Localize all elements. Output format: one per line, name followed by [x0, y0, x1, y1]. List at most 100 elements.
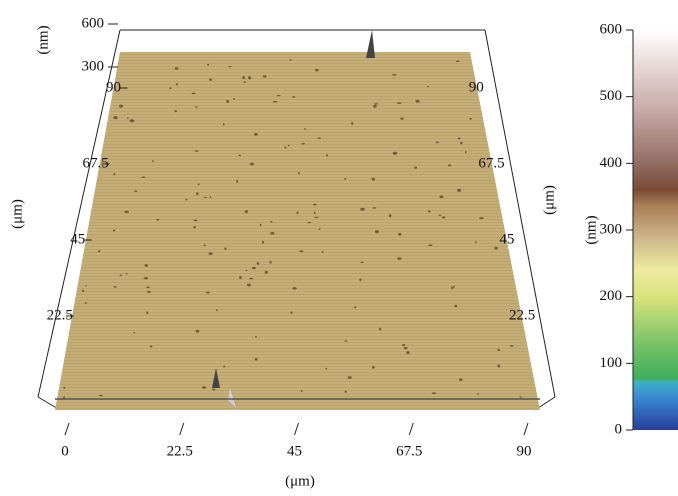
speck: [456, 60, 460, 62]
speck: [174, 110, 176, 112]
speck: [351, 122, 353, 125]
speck: [344, 391, 347, 393]
speck: [375, 230, 379, 233]
speck: [130, 119, 135, 122]
x-tick-label: 22.5: [167, 443, 193, 459]
speck: [146, 287, 150, 289]
speck: [397, 102, 401, 104]
speck: [226, 100, 229, 103]
speck: [216, 309, 218, 311]
speck: [133, 332, 135, 333]
speck: [392, 74, 397, 75]
speck: [397, 257, 402, 260]
x-tick: [524, 423, 528, 435]
colorbar: [633, 30, 678, 430]
speck: [127, 118, 129, 119]
speck: [209, 78, 212, 80]
speck: [319, 228, 321, 230]
speck: [402, 344, 405, 346]
speck: [113, 116, 117, 119]
speck: [144, 264, 148, 267]
speck: [260, 224, 262, 227]
speck: [147, 291, 150, 293]
y-tick-label-right: 22.5: [509, 307, 535, 323]
speck: [85, 285, 87, 287]
speck: [415, 100, 419, 103]
speck: [270, 260, 272, 263]
speck: [244, 81, 246, 83]
z-tick-label: 300: [82, 58, 105, 74]
speck: [113, 286, 116, 288]
speck: [277, 95, 281, 96]
speck: [126, 273, 128, 275]
colorbar-tick-label: 600: [600, 21, 623, 37]
colorbar-tick-label: 400: [600, 155, 623, 171]
speck: [99, 395, 103, 396]
speck: [273, 101, 278, 103]
speck: [428, 210, 431, 212]
speck: [348, 376, 352, 379]
y-tick-label-right: 67.5: [478, 155, 504, 171]
colorbar-tick-label: 0: [615, 421, 623, 437]
speck: [406, 351, 409, 354]
speck: [479, 217, 483, 219]
speck: [252, 267, 256, 270]
speck: [248, 76, 251, 79]
speck: [193, 226, 196, 228]
speck: [322, 251, 324, 253]
speck: [427, 86, 429, 87]
speck: [374, 103, 378, 104]
speck: [239, 276, 242, 279]
speck: [404, 347, 408, 349]
speck: [326, 154, 328, 157]
colorbar-label: (nm): [583, 215, 599, 244]
speck: [270, 232, 274, 235]
colorbar-tick-label: 200: [600, 288, 623, 304]
speck: [298, 172, 300, 174]
speck: [315, 69, 319, 72]
speck: [317, 137, 321, 138]
y-tick-label-right: 45: [499, 231, 514, 247]
speck: [195, 106, 198, 107]
speck: [460, 142, 462, 145]
speck: [372, 366, 375, 369]
speck: [134, 190, 137, 192]
x-tick-label: 0: [61, 443, 69, 459]
speck: [176, 83, 178, 85]
speck: [263, 75, 267, 77]
speck: [313, 204, 317, 206]
speck: [242, 76, 245, 79]
speck: [477, 393, 479, 395]
speck: [233, 98, 235, 100]
speck: [288, 145, 290, 146]
speck: [223, 123, 225, 125]
speck: [379, 328, 381, 331]
speck: [360, 208, 365, 211]
speck: [82, 290, 84, 292]
x-tick-label: 90: [517, 443, 532, 459]
chart: (μm) (μm) (μm) (nm) (nm) 022.54567.59022…: [0, 0, 678, 496]
speck: [209, 252, 213, 255]
speck: [314, 211, 316, 214]
speck: [193, 220, 197, 222]
speck: [119, 105, 123, 108]
speck: [196, 192, 199, 195]
speck: [98, 250, 101, 252]
x-tick-label: 67.5: [396, 443, 422, 459]
speck: [354, 306, 356, 308]
speck: [304, 128, 307, 129]
speck: [250, 163, 254, 166]
speck: [206, 292, 210, 294]
speck: [169, 87, 171, 89]
x-tick: [65, 423, 69, 435]
speck: [344, 178, 346, 180]
speck: [207, 64, 209, 66]
speck: [497, 349, 500, 351]
speck: [224, 247, 226, 250]
colorbar-tick-label: 100: [600, 355, 623, 371]
speck: [465, 151, 467, 153]
x-tick-label: 45: [287, 443, 302, 459]
speck: [255, 336, 257, 338]
speck: [359, 278, 361, 281]
speck: [202, 386, 206, 389]
